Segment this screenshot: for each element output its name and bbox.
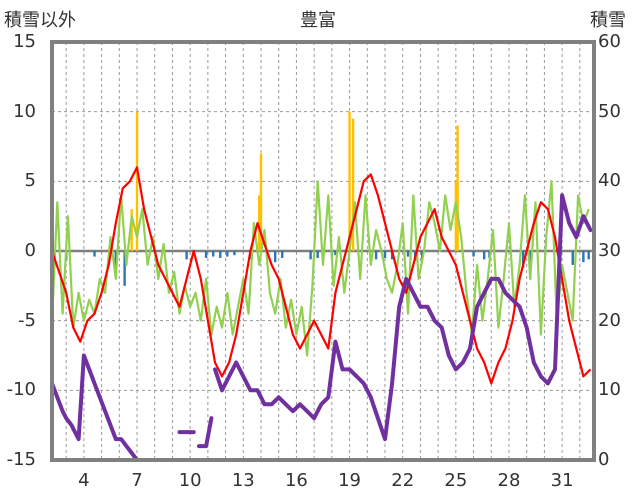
- temp-min-line: [50, 180, 590, 357]
- snow-depth-line: [197, 416, 214, 449]
- left-tick-label: 15: [13, 31, 36, 52]
- temp_anomaly-bar: [93, 251, 96, 257]
- x-tick-label: 25: [444, 470, 468, 491]
- temp_anomaly-bar: [309, 251, 312, 260]
- temp_anomaly-bar: [316, 251, 319, 258]
- snowfall-bar: [351, 118, 355, 251]
- right-tick-label: 20: [598, 309, 621, 331]
- right-tick-label: 0: [598, 449, 610, 470]
- left-tick-label: 0: [24, 240, 36, 261]
- temp_anomaly-bar: [482, 251, 486, 260]
- temp_anomaly-bar: [374, 251, 378, 260]
- temp_anomaly-bar: [587, 251, 590, 260]
- line-layer: [50, 166, 593, 462]
- temp_anomaly-bar: [472, 251, 475, 257]
- right-tick-label: 50: [598, 100, 621, 122]
- snowfall-bar: [454, 181, 458, 251]
- snowfall-bar: [258, 195, 261, 251]
- temp_anomaly-bar: [334, 251, 337, 256]
- temp_anomaly-bar: [219, 251, 222, 258]
- right-tick-label: 40: [598, 170, 621, 192]
- right-axis-title: 積雪: [590, 10, 626, 31]
- temp_anomaly-bar: [204, 251, 208, 258]
- chart-title: 豊富: [300, 10, 336, 31]
- right-tick-label: 10: [598, 379, 621, 401]
- temp_anomaly-bar: [114, 251, 117, 272]
- temp_anomaly-bar: [123, 251, 126, 286]
- x-tick-label: 28: [497, 470, 521, 491]
- snowfall-bar: [259, 153, 263, 251]
- plot-frame: [50, 40, 596, 462]
- x-tick-label: 7: [131, 470, 143, 491]
- temp_anomaly-bar: [571, 251, 574, 265]
- temp_anomaly-bar: [233, 251, 236, 256]
- left-tick-label: 5: [24, 170, 36, 192]
- temp-max-line: [50, 166, 592, 385]
- temp_anomaly-bar: [211, 251, 215, 257]
- temp_anomaly-bar: [226, 251, 229, 257]
- temp_anomaly-bar: [406, 251, 410, 257]
- horizontal-grid: [52, 111, 594, 391]
- temp_anomaly-bar: [582, 251, 585, 263]
- left-tick-label: -5: [18, 309, 36, 331]
- temp_anomaly-bar: [273, 251, 277, 263]
- x-tick-label: 4: [78, 470, 90, 491]
- snowfall-bar: [348, 111, 351, 252]
- x-tick-label: 22: [391, 470, 415, 491]
- x-tick-label: 10: [178, 470, 202, 491]
- snowfall-bar: [130, 209, 133, 251]
- temp_anomaly-bar: [521, 251, 525, 268]
- snow-depth-line: [50, 353, 182, 462]
- left-axis-title: 積雪以外: [4, 10, 76, 31]
- left-tick-label: -15: [6, 449, 36, 470]
- left-tick-label: -10: [6, 379, 36, 401]
- temp_anomaly-bar: [383, 251, 387, 258]
- x-tick-label: 16: [284, 470, 308, 491]
- right-tick-label: 30: [598, 240, 621, 261]
- x-tick-label: 13: [231, 470, 255, 491]
- snowfall-bar: [456, 125, 459, 251]
- left-tick-label: 10: [13, 100, 36, 122]
- right-tick-label: 60: [598, 31, 621, 52]
- snow-depth-line: [213, 193, 593, 442]
- x-tick-label: 31: [550, 470, 574, 491]
- temp_anomaly-bar: [281, 251, 284, 258]
- x-tick-label: 19: [338, 470, 362, 491]
- snowfall-bar: [135, 111, 139, 252]
- temp_anomaly-bar: [185, 251, 188, 260]
